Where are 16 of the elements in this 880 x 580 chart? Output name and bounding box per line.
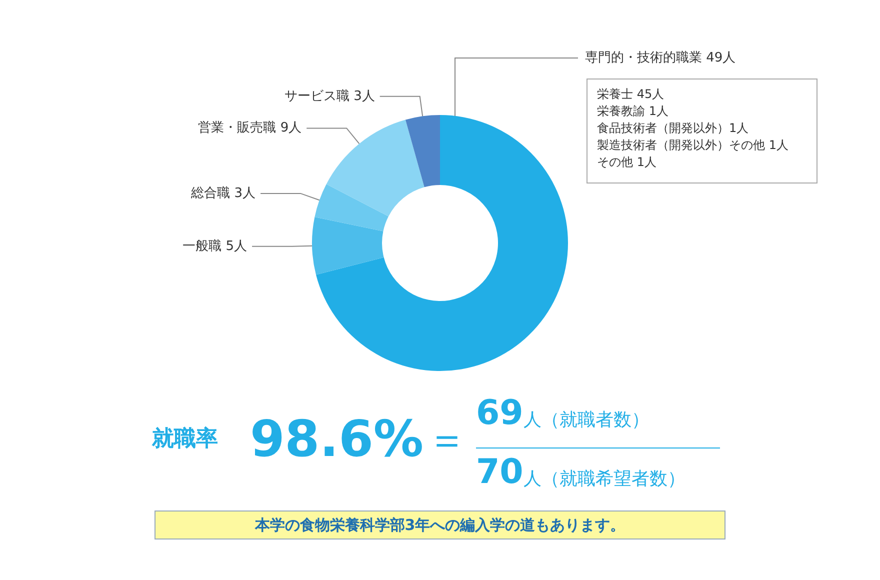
slice-label: サービス職 3人 [284,88,375,104]
text: 本学の食物栄養科学部3年への編入学の道もあります。 [254,516,626,534]
text: 70人（就職希望者数） [476,452,686,492]
slice-label: 営業・販売職 9人 [198,120,302,136]
text: 製造技術者（開発以外）その他 1人 [597,138,788,152]
text: その他 1人 [597,155,656,169]
slice-label: 総合職 3人 [190,186,256,201]
slice-label: 一般職 5人 [182,238,248,254]
text: 就職率 [151,426,218,452]
slice-label: 専門的・技術的職業 49人 [585,50,736,66]
text: 食品技術者（開発以外）1人 [597,121,749,135]
text: 栄養教諭 1人 [597,104,668,118]
text: ＝ [427,417,467,463]
text: 69人（就職者数） [476,393,650,433]
text: 98.6% [250,410,424,468]
text: 栄養士 45人 [597,87,664,101]
